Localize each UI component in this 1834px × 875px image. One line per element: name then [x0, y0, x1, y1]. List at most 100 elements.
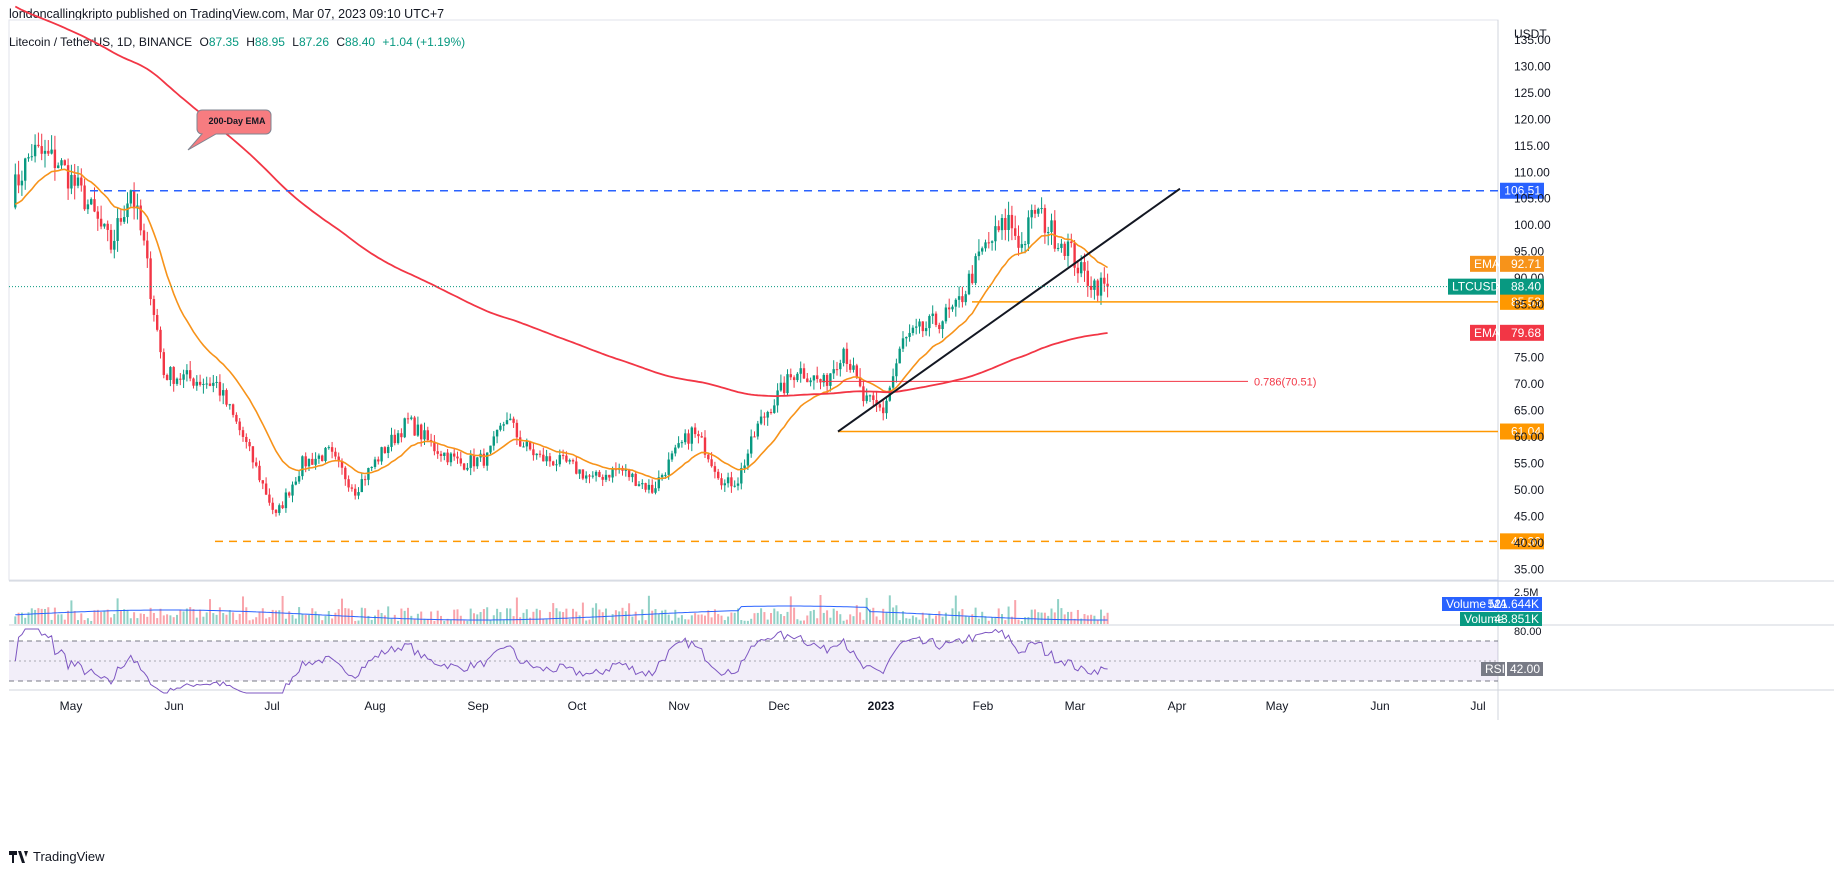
candle: [578, 469, 581, 474]
candle: [83, 185, 86, 210]
candle: [317, 455, 321, 459]
volume-bar: [275, 610, 277, 624]
candle: [486, 452, 489, 466]
volume-bar: [129, 618, 132, 624]
volume-bar: [242, 596, 244, 624]
publisher-note: londoncallingkripto published on Trading…: [9, 7, 445, 21]
volume-bar: [479, 612, 482, 624]
volume-bar: [723, 620, 726, 624]
volume-bar: [944, 612, 947, 624]
volume-bar: [499, 612, 502, 624]
low-label: L: [292, 35, 299, 49]
y-tick-label: 45.00: [1514, 509, 1544, 523]
y-tick-label: 70.00: [1514, 377, 1544, 391]
candle: [855, 365, 858, 378]
candle: [162, 352, 165, 375]
volume-bar: [126, 609, 129, 624]
candle: [314, 458, 317, 465]
y-tick-label: 130.00: [1514, 59, 1551, 73]
x-tick-label: Mar: [1065, 699, 1086, 713]
time-axis[interactable]: May Jun Jul Aug Sep Oct Nov Dec 2023 Feb Mar Apr May…: [60, 699, 1486, 713]
candle: [891, 376, 895, 388]
volume-bar: [331, 618, 334, 624]
volume-bar: [176, 614, 178, 624]
volume-bar: [829, 617, 832, 624]
volume-bar: [218, 607, 221, 624]
candle: [608, 474, 611, 478]
volume-bar: [522, 612, 525, 624]
volume-bar: [370, 619, 373, 624]
symbol-title[interactable]: Litecoin / TetherUS, 1D, BINANCE: [9, 35, 193, 49]
candle: [766, 411, 769, 418]
candle: [377, 459, 380, 462]
volume-bar: [773, 608, 776, 624]
candle: [212, 382, 215, 386]
volume-bar: [515, 597, 518, 624]
volume-bar: [651, 610, 654, 624]
volume-bar: [281, 595, 284, 624]
volume-bar: [1020, 620, 1023, 624]
candle: [736, 483, 740, 486]
candle: [585, 475, 588, 479]
volume-bar: [799, 620, 802, 624]
candle: [116, 218, 119, 241]
candle: [872, 395, 875, 400]
volume-bar: [743, 620, 746, 624]
volume-bar: [251, 619, 254, 624]
volume-bar: [1057, 599, 1060, 624]
volume-bar: [763, 612, 766, 624]
level-badge-text: 40.30: [1511, 534, 1541, 548]
volume-bar: [473, 613, 475, 624]
candle: [1030, 209, 1033, 218]
candle: [354, 488, 357, 496]
volume-bar: [756, 612, 759, 624]
tradingview-logo[interactable]: TradingView: [9, 849, 105, 864]
candle: [231, 404, 235, 415]
volume-bar: [304, 614, 307, 624]
candle: [977, 251, 981, 257]
candle: [568, 460, 571, 462]
volume-bar: [525, 609, 528, 624]
candle: [60, 160, 63, 166]
price-axis[interactable]: 106.51 85.53 61.04 40.30 135.00 130.00 125.00 1…: [1448, 27, 1551, 576]
candle: [918, 321, 921, 327]
volume-bar: [1030, 609, 1033, 624]
volume-bar: [885, 612, 888, 624]
candle: [294, 481, 297, 485]
candle: [792, 377, 796, 381]
volume-bar: [350, 610, 353, 624]
candle: [601, 476, 604, 480]
candle: [789, 374, 792, 378]
volume-bar: [753, 613, 756, 624]
volume-bar: [506, 608, 508, 624]
candle: [281, 505, 284, 509]
volume-bar: [638, 620, 640, 624]
series-value-text: 88.40: [1511, 280, 1541, 294]
candle: [588, 475, 591, 477]
candle: [591, 475, 594, 477]
candle: [779, 382, 783, 391]
volume-bar: [205, 612, 208, 624]
x-tick-label: Jun: [164, 699, 183, 713]
candle: [525, 441, 528, 447]
candle: [222, 390, 225, 396]
volume-bar: [991, 617, 994, 624]
volume-bar: [519, 617, 522, 624]
volume-bar: [855, 605, 858, 624]
volume-bar: [1034, 609, 1036, 624]
candle: [839, 363, 842, 370]
candle: [505, 420, 509, 425]
volume-bar: [572, 608, 574, 624]
y-tick-label: 95.00: [1514, 245, 1544, 259]
volume-bar: [397, 620, 400, 624]
volume-bar: [832, 608, 835, 624]
volume-bar: [740, 620, 743, 624]
volume-bar: [591, 607, 594, 624]
chart-legend: Litecoin / TetherUS, 1D, BINANCE O87.35 …: [9, 35, 465, 49]
candle: [783, 382, 786, 394]
volume-bar: [707, 610, 710, 624]
volume-bar: [859, 612, 862, 624]
volume-bar: [816, 618, 819, 624]
volume-bar: [687, 619, 690, 624]
